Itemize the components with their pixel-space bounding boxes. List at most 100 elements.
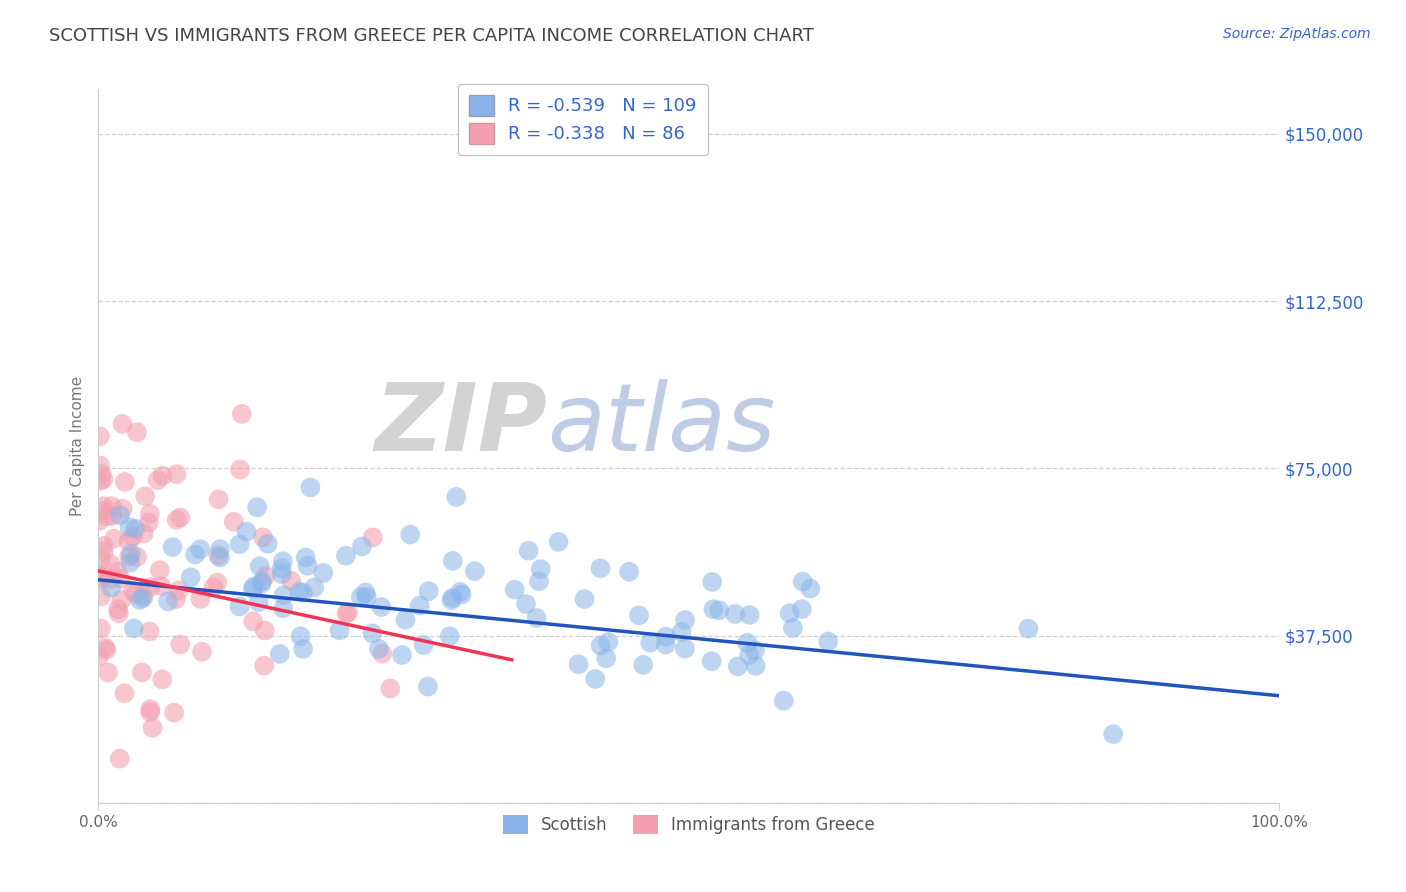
Point — [583, 672, 606, 686]
Point — [131, 665, 153, 680]
Point — [139, 580, 162, 594]
Point — [440, 593, 463, 607]
Point — [291, 585, 314, 599]
Point — [247, 595, 270, 609]
Point — [738, 607, 761, 622]
Point — [354, 585, 377, 599]
Point — [589, 639, 612, 653]
Point — [441, 591, 464, 605]
Point — [700, 654, 723, 668]
Point — [738, 648, 761, 662]
Point — [97, 665, 120, 680]
Point — [589, 561, 612, 575]
Point — [94, 640, 117, 655]
Point — [89, 458, 111, 473]
Point — [208, 550, 231, 565]
Point — [138, 516, 160, 530]
Point — [526, 611, 548, 625]
Point — [271, 554, 294, 568]
Point — [169, 637, 191, 651]
Point — [110, 593, 132, 607]
Point — [98, 557, 121, 571]
Point — [93, 539, 115, 553]
Point — [673, 641, 696, 656]
Point — [91, 472, 114, 486]
Point — [567, 657, 589, 672]
Point — [132, 526, 155, 541]
Point — [292, 641, 315, 656]
Point — [595, 651, 617, 665]
Point — [235, 524, 257, 539]
Point — [744, 643, 766, 657]
Point — [139, 705, 162, 719]
Point — [246, 500, 269, 515]
Point — [139, 507, 162, 521]
Point — [280, 574, 302, 588]
Point — [1102, 727, 1125, 741]
Point — [270, 566, 292, 581]
Point — [302, 581, 325, 595]
Point — [228, 537, 250, 551]
Point — [120, 556, 142, 570]
Point — [107, 607, 129, 621]
Point — [96, 642, 118, 657]
Point — [242, 615, 264, 629]
Point — [627, 608, 650, 623]
Point — [337, 605, 360, 619]
Point — [702, 602, 724, 616]
Point — [790, 602, 813, 616]
Point — [101, 508, 124, 523]
Point — [817, 634, 839, 648]
Point — [252, 530, 274, 544]
Point — [619, 565, 641, 579]
Point — [90, 467, 112, 481]
Point — [112, 686, 135, 700]
Point — [157, 594, 180, 608]
Point — [146, 473, 169, 487]
Point — [517, 543, 540, 558]
Point — [229, 462, 252, 476]
Point — [449, 585, 471, 599]
Point — [254, 569, 277, 583]
Point — [654, 638, 676, 652]
Point — [90, 553, 112, 567]
Point — [87, 650, 110, 665]
Point — [111, 501, 134, 516]
Point — [120, 547, 142, 561]
Point — [114, 475, 136, 489]
Point — [111, 417, 134, 431]
Point — [250, 576, 273, 591]
Point — [598, 635, 620, 649]
Point — [335, 549, 357, 563]
Point — [124, 522, 146, 536]
Point — [574, 592, 596, 607]
Point — [222, 515, 245, 529]
Point — [464, 564, 486, 578]
Text: ZIP: ZIP — [374, 378, 547, 471]
Point — [271, 601, 294, 615]
Point — [128, 593, 150, 607]
Point — [90, 622, 112, 636]
Point — [231, 407, 253, 421]
Point — [772, 694, 794, 708]
Point — [90, 570, 112, 584]
Point — [253, 624, 276, 638]
Point — [530, 562, 553, 576]
Point — [631, 657, 654, 672]
Point — [299, 480, 322, 494]
Point — [702, 574, 724, 589]
Point — [93, 571, 115, 585]
Point — [134, 489, 156, 503]
Point — [312, 566, 335, 580]
Point — [799, 582, 821, 596]
Point — [371, 647, 394, 661]
Point — [391, 648, 413, 662]
Point — [638, 635, 661, 649]
Point — [273, 588, 295, 602]
Point — [110, 572, 132, 586]
Point — [450, 587, 472, 601]
Point — [118, 549, 141, 564]
Point — [361, 530, 384, 544]
Point — [90, 590, 112, 604]
Point — [370, 600, 392, 615]
